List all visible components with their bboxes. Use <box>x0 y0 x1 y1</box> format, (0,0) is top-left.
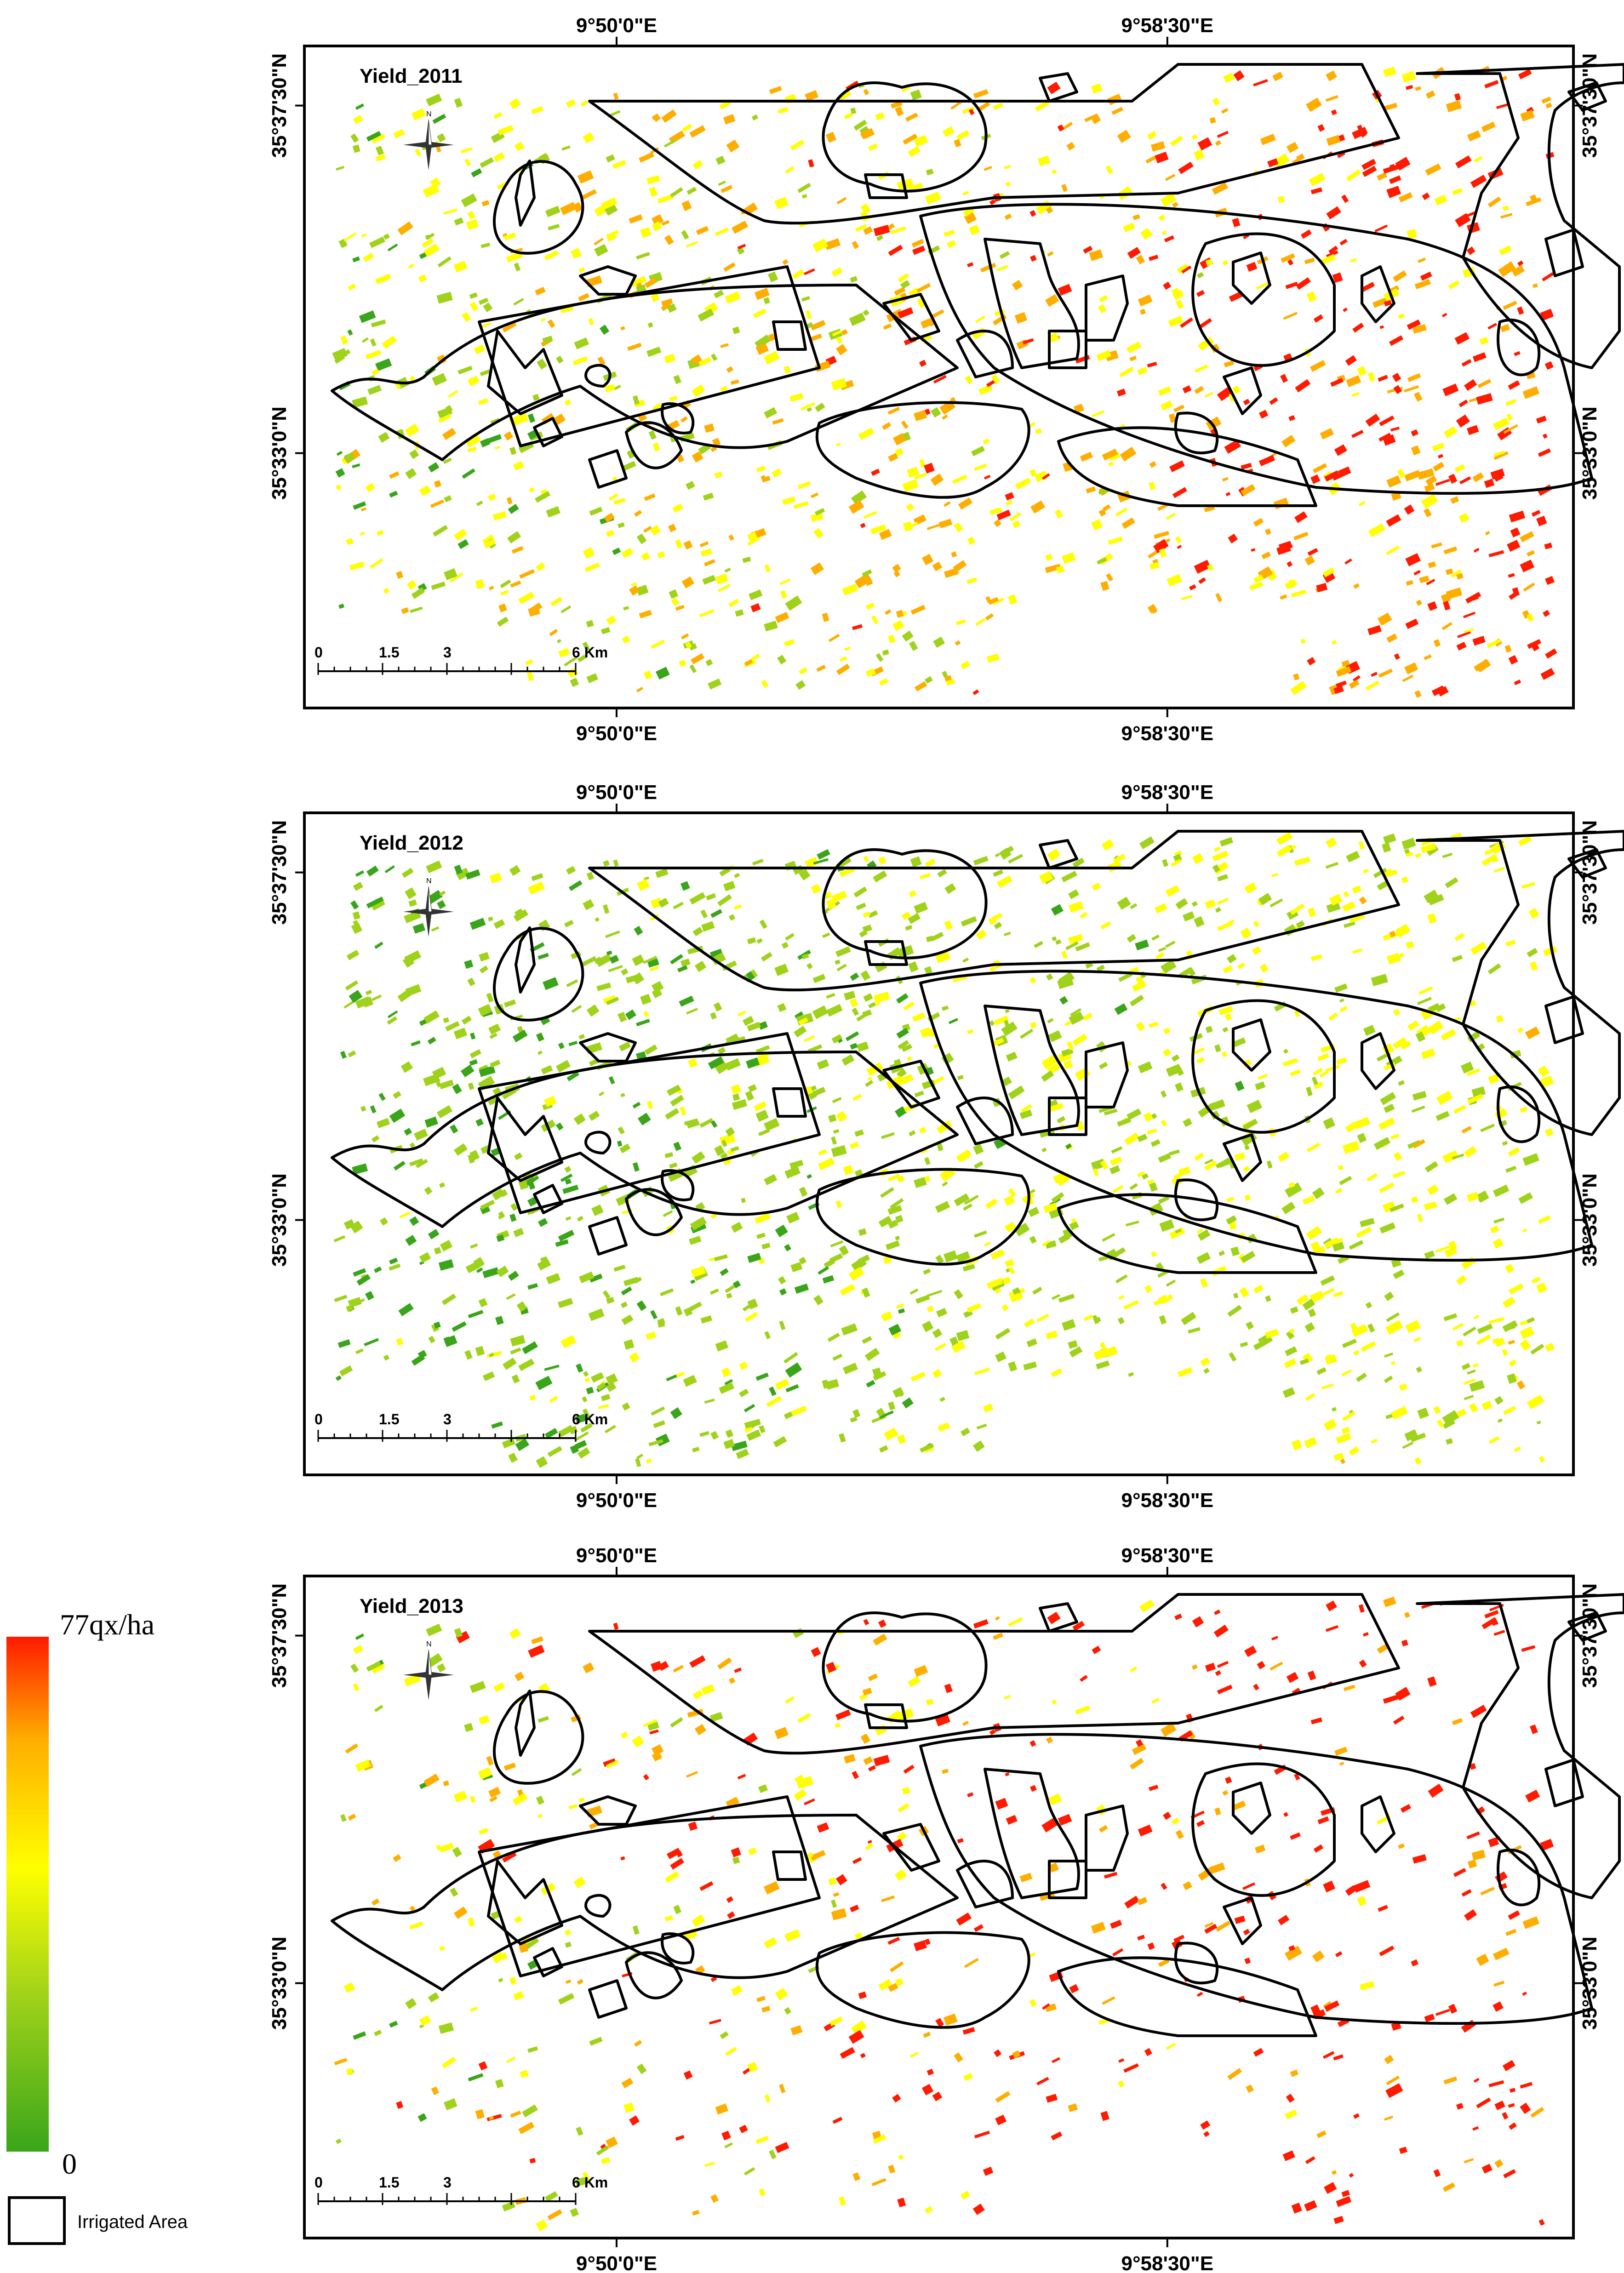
longitude-label: 9°50'0"E <box>576 2252 657 2273</box>
north-arrow-icon: N <box>403 1640 454 1700</box>
panel-title: Yield_2012 <box>360 832 463 854</box>
scale-bar-label: 0 <box>315 2174 323 2191</box>
irrigated-area-swatch <box>8 2196 66 2245</box>
longitude-label: 9°50'0"E <box>576 781 657 804</box>
panel-title: Yield_2011 <box>360 65 462 87</box>
yield-raster <box>334 1596 1554 2232</box>
scale-bar-label: 1.5 <box>379 644 399 661</box>
scale-bar-label: 3 <box>443 1411 452 1428</box>
latitude-label: 35°33'0"N <box>1578 1936 1601 2030</box>
north-label: N <box>426 877 432 885</box>
latitude-label: 35°37'30"N <box>268 1583 291 1688</box>
yield-raster <box>333 832 1557 1468</box>
latitude-label: 35°33'0"N <box>268 1936 291 2030</box>
scale-bar-label: 1.5 <box>379 2174 399 2191</box>
longitude-label: 9°58'30"E <box>1121 1489 1213 1512</box>
latitude-label: 35°37'30"N <box>1578 53 1601 158</box>
latitude-label: 35°33'0"N <box>1578 406 1601 500</box>
legend-color-ramp <box>6 1637 49 2152</box>
longitude-label: 9°58'30"E <box>1121 722 1213 745</box>
scale-bar-label: 3 <box>443 644 452 661</box>
latitude-label: 35°37'30"N <box>268 53 291 158</box>
scale-bar-label: 0 <box>315 644 323 661</box>
scale-bar-label: 1.5 <box>379 1411 399 1428</box>
latitude-label: 35°33'0"N <box>268 406 291 500</box>
latitude-label: 35°37'30"N <box>268 820 291 925</box>
scale-bar: 0 1.5 3 6 Km <box>315 2174 608 2205</box>
legend-min-label: 0 <box>62 2147 77 2180</box>
legend: 77qx/ha 0 Irrigated Area <box>6 1608 188 2245</box>
longitude-label: 9°50'0"E <box>576 14 657 37</box>
longitude-label: 9°50'0"E <box>576 722 657 745</box>
panel-title: Yield_2013 <box>360 1595 463 1617</box>
coordinate-labels: 9°50'0"E 9°50'0"E 9°58'30"E 9°58'30"E 35°37'… <box>268 14 1601 745</box>
latitude-label: 35°33'0"N <box>268 1173 291 1267</box>
yield-raster <box>332 66 1557 698</box>
north-label: N <box>426 110 432 118</box>
longitude-label: 9°58'30"E <box>1121 14 1213 37</box>
longitude-label: 9°58'30"E <box>1121 2252 1213 2273</box>
longitude-label: 9°58'30"E <box>1121 781 1213 804</box>
longitude-label: 9°58'30"E <box>1121 1544 1213 1567</box>
map-panel: Yield_2013 N 0 1.5 3 6 Km <box>303 1575 1624 2239</box>
scale-bar: 0 1.5 3 6 Km <box>315 1411 608 1442</box>
irrigated-area-label: Irrigated Area <box>77 2212 188 2232</box>
legend-max-label: 77qx/ha <box>60 1608 154 1641</box>
scale-bar-label: 6 Km <box>572 644 608 661</box>
panels-layer: Yield_2011 N 0 1.5 3 6 Km Yield_2012 N 0 1.5 3 6 Km… <box>268 14 1624 2273</box>
longitude-label: 9°50'0"E <box>576 1489 657 1512</box>
scale-bar-label: 3 <box>443 2174 452 2191</box>
latitude-label: 35°33'0"N <box>1578 1173 1601 1267</box>
north-arrow-icon: N <box>403 877 454 937</box>
coordinate-labels: 9°50'0"E 9°50'0"E 9°58'30"E 9°58'30"E 35°37'… <box>268 781 1601 1512</box>
latitude-label: 35°37'30"N <box>1578 1583 1601 1688</box>
latitude-label: 35°37'30"N <box>1578 820 1601 925</box>
scale-bar: 0 1.5 3 6 Km <box>315 644 608 675</box>
map-panel: Yield_2012 N 0 1.5 3 6 Km <box>303 811 1624 1476</box>
map-panel: Yield_2011 N 0 1.5 3 6 Km <box>303 45 1624 709</box>
scale-bar-label: 0 <box>315 1411 323 1428</box>
scale-bar-label: 6 Km <box>572 1411 608 1428</box>
coordinate-labels: 9°50'0"E 9°50'0"E 9°58'30"E 9°58'30"E 35°37'… <box>268 1544 1601 2273</box>
north-label: N <box>426 1640 432 1648</box>
scale-bar-label: 6 Km <box>572 2174 608 2191</box>
north-arrow-icon: N <box>403 110 454 170</box>
longitude-label: 9°50'0"E <box>576 1544 657 1567</box>
